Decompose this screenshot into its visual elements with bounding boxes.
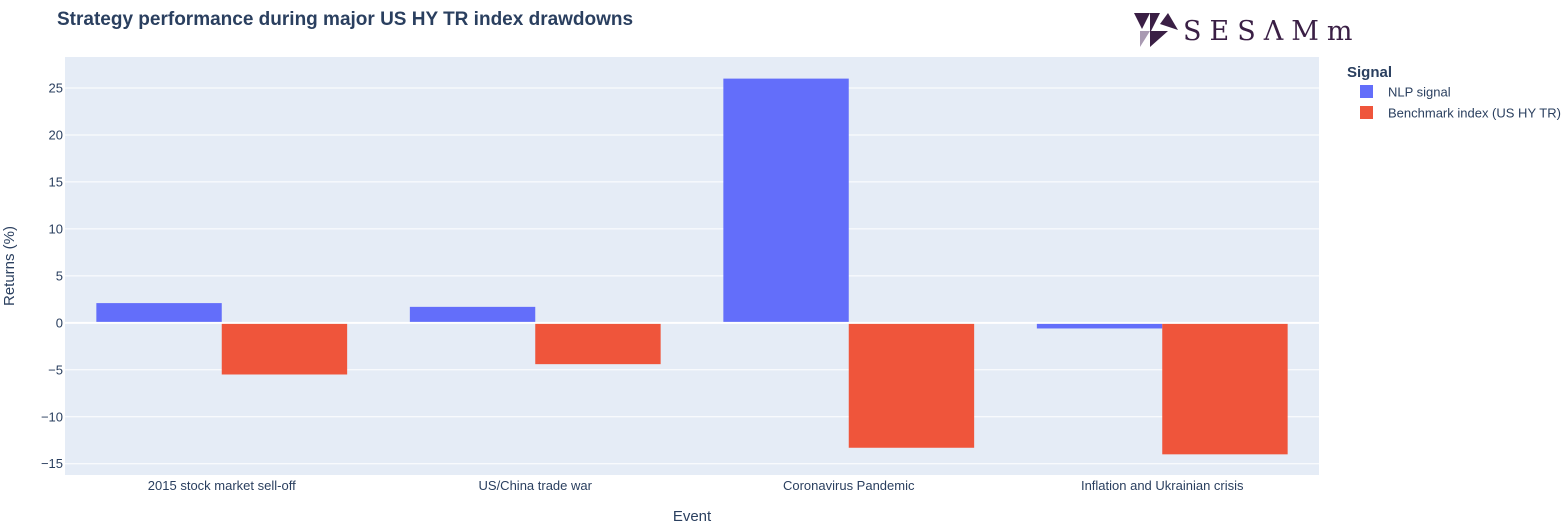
y-axis-label: Returns (%) (1, 226, 18, 306)
sesamm-logo-text: SESΛMm (1183, 16, 1360, 47)
x-axis-label: Event (673, 508, 712, 525)
y-tick-label: 25 (49, 80, 63, 95)
y-tick-label: 20 (49, 127, 63, 142)
y-tick-label: 5 (56, 268, 63, 283)
legend-item[interactable]: NLP signal (1360, 85, 1451, 100)
bar (723, 78, 849, 323)
legend-item[interactable]: Benchmark index (US HY TR) (1360, 106, 1561, 121)
plot-area (65, 57, 1319, 475)
x-tick-labels: 2015 stock market sell-off US/China trade… (148, 478, 1244, 493)
y-tick-label: −15 (41, 456, 63, 471)
legend: Signal NLP signal Benchmark index (US HY … (1347, 64, 1561, 121)
bar (221, 322, 348, 375)
x-tick-label: US/China trade war (479, 478, 593, 493)
x-tick-label: Coronavirus Pandemic (783, 478, 915, 493)
y-tick-label: 15 (49, 174, 63, 189)
y-tick-label: −5 (48, 362, 63, 377)
x-tick-label: 2015 stock market sell-off (148, 478, 296, 493)
x-tick-label: Inflation and Ukrainian crisis (1081, 478, 1244, 493)
bar (535, 322, 661, 365)
bars (96, 78, 1288, 455)
y-tick-label: −10 (41, 409, 63, 424)
bar (1036, 322, 1163, 329)
sesamm-logo-mark (1134, 13, 1178, 47)
bar (1162, 322, 1288, 455)
y-tick-label: 10 (49, 221, 63, 236)
chart-title: Strategy performance during major US HY … (57, 9, 633, 30)
legend-swatch (1360, 85, 1373, 98)
bar (96, 303, 222, 323)
y-tick-label: 0 (56, 315, 63, 330)
legend-swatch (1360, 106, 1373, 119)
legend-label: NLP signal (1388, 85, 1451, 100)
sesamm-logo: SESΛMm (1134, 13, 1360, 47)
legend-label: Benchmark index (US HY TR) (1388, 106, 1561, 121)
legend-title: Signal (1347, 64, 1392, 81)
bar (848, 322, 975, 448)
bar (409, 306, 536, 323)
y-tick-labels: −15 −10 −5 0 5 10 15 20 25 (41, 80, 63, 471)
